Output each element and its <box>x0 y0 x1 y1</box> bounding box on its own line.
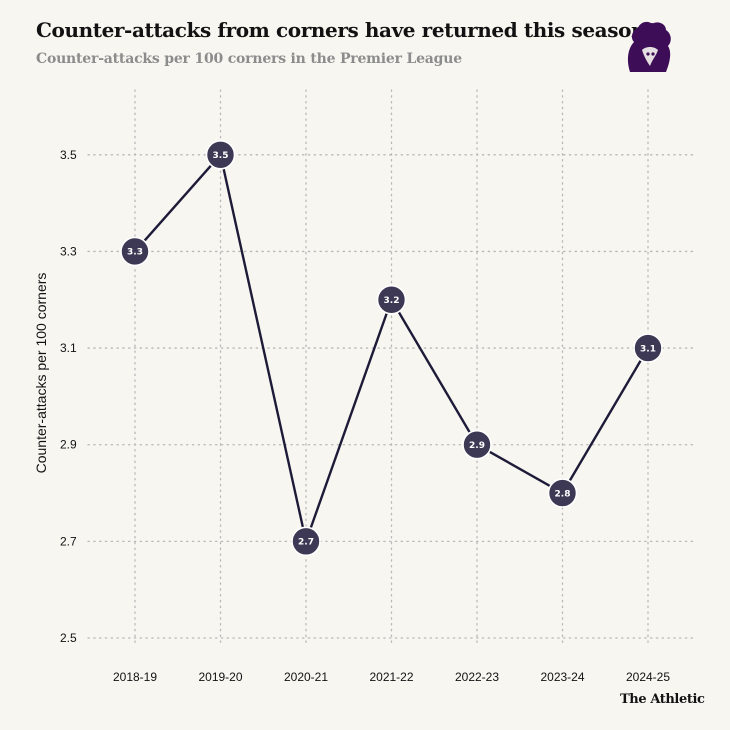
data-point <box>547 478 578 508</box>
x-tick-label: 2022-23 <box>455 670 499 684</box>
chart-subtitle: Counter-attacks per 100 corners in the P… <box>36 51 462 67</box>
y-tick-label: 2.5 <box>60 631 77 645</box>
data-point <box>120 236 150 267</box>
data-point <box>205 140 236 170</box>
the-athletic-logo: The Athletic <box>620 692 705 707</box>
data-point <box>291 526 321 557</box>
x-tick-label: 2024-25 <box>626 670 670 684</box>
data-point <box>633 333 663 363</box>
premier-league-lion-icon <box>627 21 671 72</box>
data-label: 3.3 <box>127 248 143 258</box>
y-axis-label: Counter-attacks per 100 corners <box>33 273 49 474</box>
y-tick-label: 2.9 <box>60 438 77 452</box>
x-tick-label: 2020-21 <box>284 670 328 684</box>
data-label: 2.9 <box>469 441 485 451</box>
y-tick-label: 3.1 <box>60 341 77 355</box>
data-point <box>462 429 492 460</box>
x-tick-label: 2019-20 <box>198 670 242 684</box>
y-tick-label: 3.3 <box>60 244 77 258</box>
data-label: 2.7 <box>298 538 314 548</box>
data-point <box>376 284 407 315</box>
chart-title: Counter-attacks from corners have return… <box>36 18 646 42</box>
y-tick-label: 3.5 <box>60 148 77 162</box>
data-label: 3.5 <box>213 151 229 161</box>
x-tick-label: 2023-24 <box>540 670 584 684</box>
x-tick-label: 2018-19 <box>113 670 157 684</box>
y-tick-label: 2.7 <box>60 534 77 548</box>
data-label: 3.2 <box>384 296 400 306</box>
x-tick-label: 2021-22 <box>369 670 413 684</box>
data-label: 2.8 <box>555 489 571 499</box>
data-label: 3.1 <box>640 344 656 354</box>
